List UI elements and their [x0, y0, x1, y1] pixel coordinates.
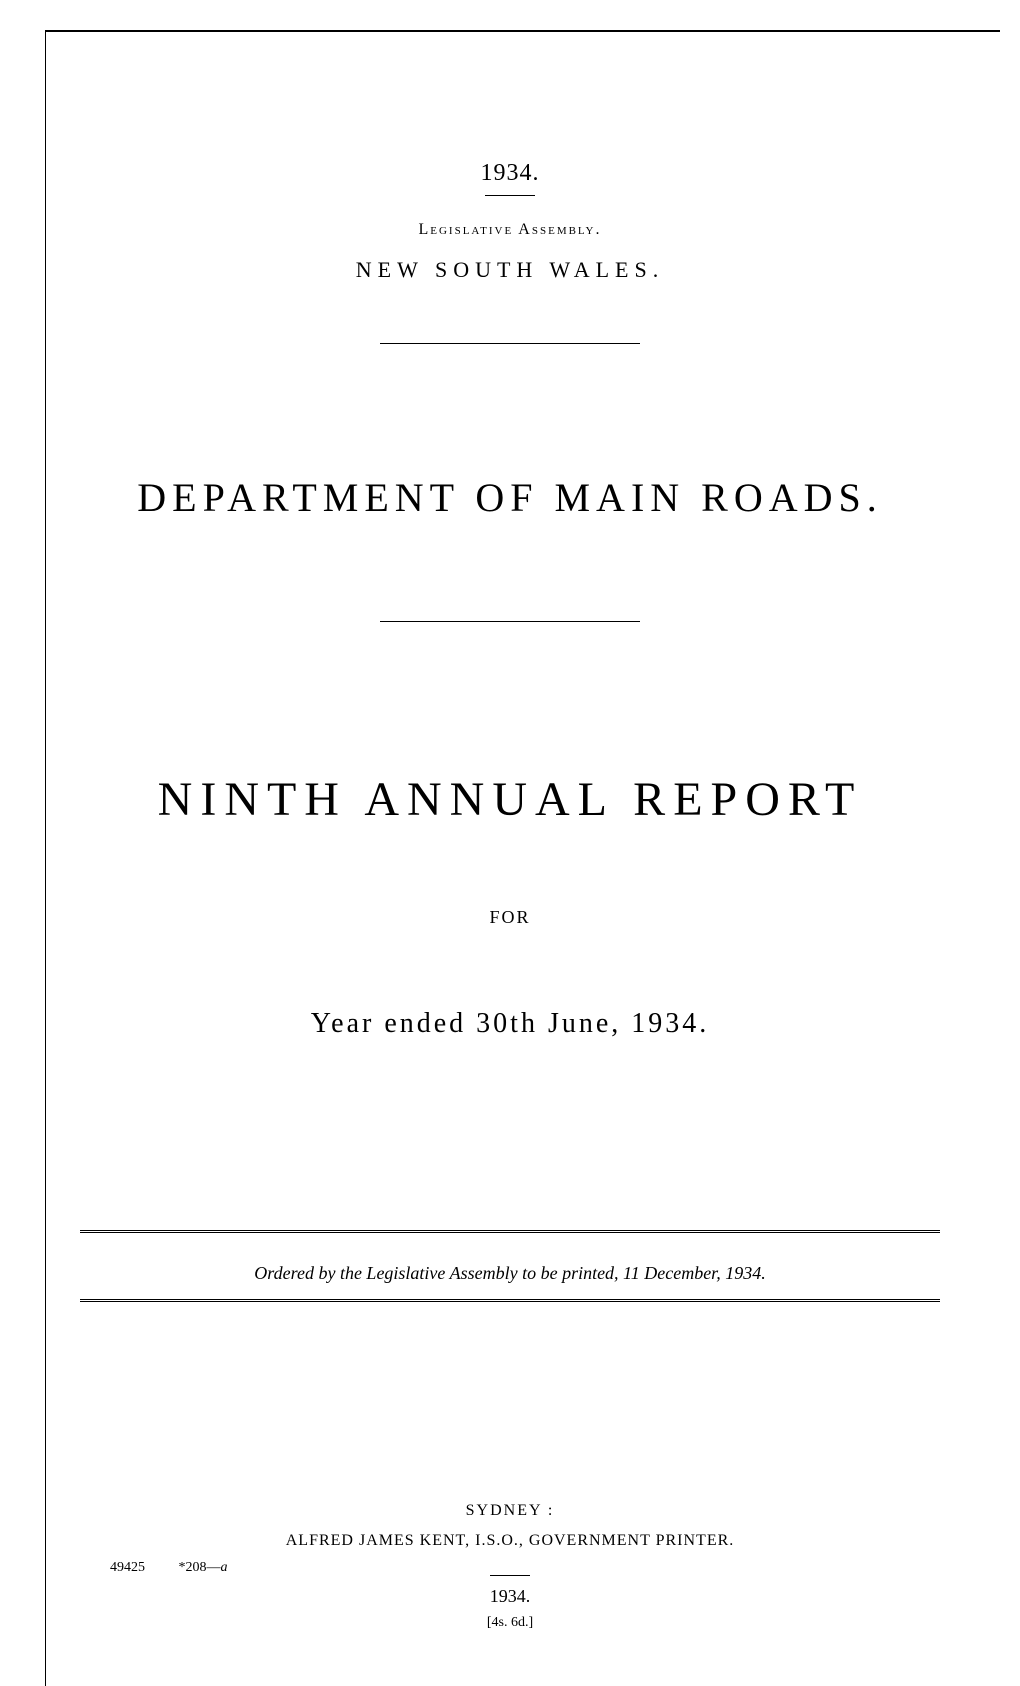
imprint-city: SYDNEY : — [80, 1502, 940, 1520]
imprint-printer: ALFRED JAMES KENT, I.S.O., GOVERNMENT PR… — [80, 1532, 940, 1550]
year-header: 1934. — [80, 160, 940, 187]
page-left-border — [45, 30, 46, 1686]
rule-under-department — [380, 621, 640, 622]
rule-under-state — [380, 343, 640, 344]
for-label: FOR — [80, 907, 940, 928]
double-rule-above-ordered — [80, 1230, 940, 1233]
footer-code-number: 49425 — [110, 1560, 145, 1576]
legislative-assembly-label: Legislative Assembly. — [80, 221, 940, 239]
page-top-border — [45, 30, 1000, 32]
footer-code-ref: *208—a — [179, 1560, 228, 1576]
ordered-to-print-text: Ordered by the Legislative Assembly to b… — [80, 1263, 940, 1284]
double-rule-below-ordered — [80, 1299, 940, 1302]
footer-codes: 49425 *208—a — [110, 1560, 228, 1576]
rule-above-bottom-year — [490, 1575, 530, 1576]
page-content: 1934. Legislative Assembly. NEW SOUTH WA… — [80, 60, 940, 1631]
imprint-year: 1934. — [80, 1586, 940, 1607]
year-ended-label: Year ended 30th June, 1934. — [80, 1008, 940, 1040]
state-name: NEW SOUTH WALES. — [80, 257, 940, 283]
report-title: NINTH ANNUAL REPORT — [80, 772, 940, 827]
department-title: DEPARTMENT OF MAIN ROADS. — [80, 474, 940, 521]
price-label: [4s. 6d.] — [80, 1615, 940, 1631]
rule-under-year — [485, 195, 535, 196]
